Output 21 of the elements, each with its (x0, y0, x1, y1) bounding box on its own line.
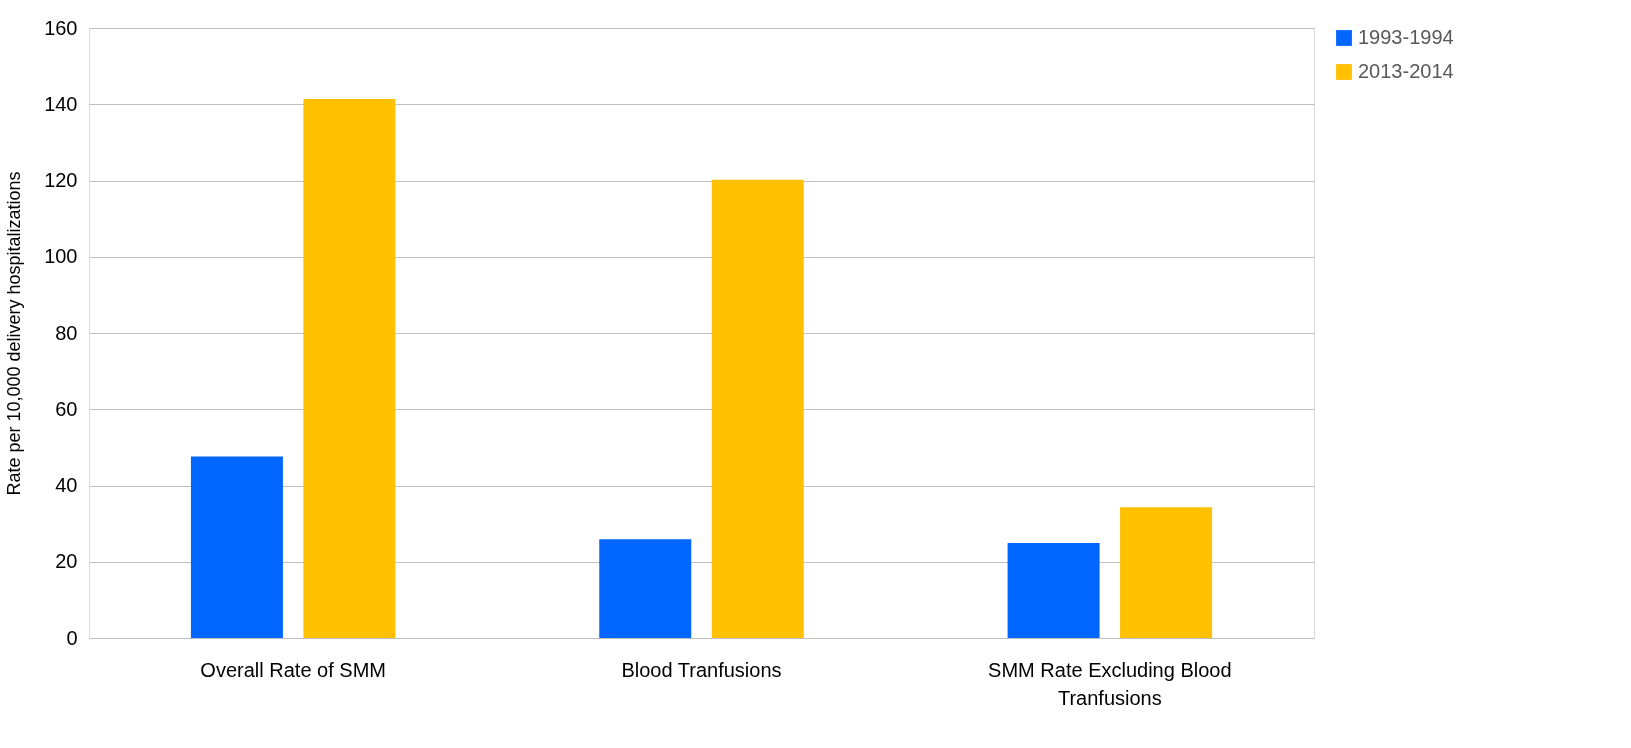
y-tick-label: 0 (66, 626, 78, 649)
y-tick-label: 140 (44, 92, 78, 115)
y-tick-label: 160 (44, 16, 78, 39)
bar (1007, 543, 1100, 638)
bar (599, 539, 692, 638)
bar (1120, 507, 1213, 638)
x-tick-label: SMM Rate Excluding Blood Tranfusions (988, 658, 1232, 709)
x-tick-label: Blood Tranfusions (621, 658, 782, 681)
bar (190, 456, 283, 638)
legend-label: 1993-1994 (1358, 26, 1454, 48)
x-tick-label: Overall Rate of SMM (200, 658, 386, 681)
bar (303, 98, 396, 638)
y-tick-label: 40 (55, 474, 78, 496)
y-tick-label: 80 (55, 321, 78, 344)
y-tick-label: 100 (44, 245, 78, 268)
y-axis-title: Rate per 10,000 delivery hospitalizations (4, 171, 25, 496)
y-tick-label: 120 (44, 169, 78, 191)
y-tick-label: 20 (55, 550, 78, 573)
bar (711, 179, 804, 638)
legend-label: 2013-2014 (1358, 60, 1454, 82)
y-tick-label: 60 (55, 397, 78, 420)
